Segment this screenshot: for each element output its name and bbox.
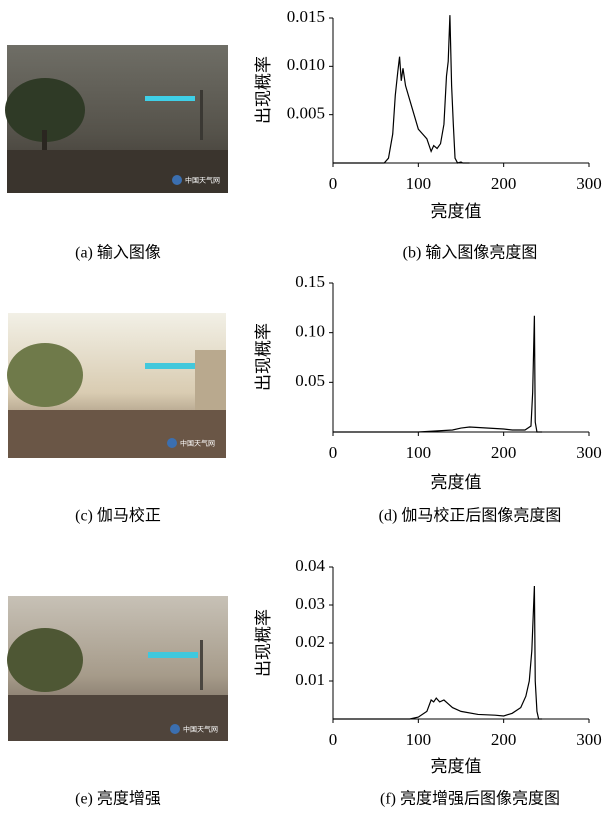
histogram-line bbox=[333, 586, 542, 719]
photo: 中国天气网 bbox=[7, 313, 226, 458]
y-axis-label: 出现概率 bbox=[254, 56, 273, 124]
x-tick-label: 100 bbox=[406, 443, 432, 462]
watermark: 中国天气网 bbox=[185, 176, 220, 185]
x-tick-label: 300 bbox=[576, 730, 602, 749]
page: 中国天气网 中国天气网 中国天气网 (a) 输入图像 (c) 伽马校正 (e) … bbox=[0, 0, 607, 817]
x-tick-label: 300 bbox=[576, 443, 602, 462]
image-caption: (e) 亮度增强 bbox=[75, 790, 161, 808]
x-tick-label: 100 bbox=[406, 174, 432, 193]
y-tick-label: 0.04 bbox=[295, 556, 325, 575]
y-tick-label: 0.015 bbox=[287, 7, 325, 26]
watermark: 中国天气网 bbox=[183, 725, 218, 734]
x-tick-label: 0 bbox=[329, 174, 338, 193]
x-tick-label: 0 bbox=[329, 730, 338, 749]
x-tick-label: 0 bbox=[329, 443, 338, 462]
y-tick-label: 0.005 bbox=[287, 104, 325, 123]
chart-caption: (d) 伽马校正后图像亮度图 bbox=[379, 507, 562, 525]
y-axis-label: 出现概率 bbox=[254, 323, 273, 391]
x-tick-label: 200 bbox=[491, 443, 517, 462]
y-tick-label: 0.15 bbox=[295, 272, 325, 291]
y-tick-label: 0.01 bbox=[295, 670, 325, 689]
histogram-line bbox=[333, 15, 470, 163]
histogram-line bbox=[333, 316, 542, 432]
x-axis-label: 亮度值 bbox=[431, 202, 482, 221]
y-axis-label: 出现概率 bbox=[254, 609, 273, 677]
watermark: 中国天气网 bbox=[180, 439, 215, 448]
image-caption: (c) 伽马校正 bbox=[75, 507, 161, 525]
y-tick-label: 0.02 bbox=[295, 632, 325, 651]
x-tick-label: 200 bbox=[491, 174, 517, 193]
x-axis-label: 亮度值 bbox=[431, 757, 482, 776]
x-tick-label: 200 bbox=[491, 730, 517, 749]
photo: 中国天气网 bbox=[5, 45, 228, 193]
chart-caption: (b) 输入图像亮度图 bbox=[403, 244, 538, 262]
x-tick-label: 100 bbox=[406, 730, 432, 749]
chart-caption: (f) 亮度增强后图像亮度图 bbox=[380, 790, 560, 808]
y-tick-label: 0.010 bbox=[287, 55, 325, 74]
x-tick-label: 300 bbox=[576, 174, 602, 193]
figure: 中国天气网 中国天气网 中国天气网 (a) 输入图像 (c) 伽马校正 (e) … bbox=[0, 0, 607, 812]
y-tick-label: 0.05 bbox=[295, 371, 325, 390]
x-axis-label: 亮度值 bbox=[431, 473, 482, 492]
image-caption: (a) 输入图像 bbox=[75, 244, 161, 262]
y-tick-label: 0.10 bbox=[295, 322, 325, 341]
photo: 中国天气网 bbox=[7, 596, 228, 741]
y-tick-label: 0.03 bbox=[295, 594, 325, 613]
